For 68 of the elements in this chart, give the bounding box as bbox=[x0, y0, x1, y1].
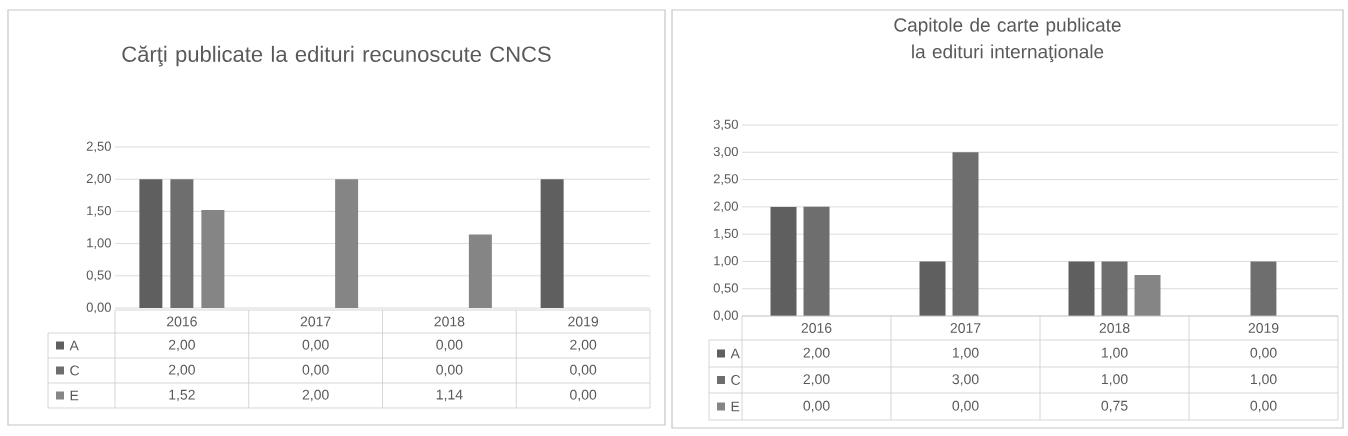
data-label: 2,00 bbox=[803, 347, 830, 360]
bar bbox=[919, 261, 946, 316]
bar bbox=[139, 179, 163, 308]
x-tick-label: 2019 bbox=[1248, 323, 1279, 333]
y-tick-label: 2,00 bbox=[86, 173, 111, 185]
chart-title: Capitole de carte publicate la edituri internaţionale bbox=[894, 17, 1121, 63]
data-label: 0,00 bbox=[302, 339, 329, 352]
bar bbox=[1134, 275, 1161, 316]
x-tick-label: 2018 bbox=[434, 316, 465, 327]
bar bbox=[952, 152, 979, 316]
data-label: 0,00 bbox=[570, 364, 597, 377]
chart-title: Cărţi publicate la edituri recunoscute CNCS bbox=[122, 45, 551, 67]
bar bbox=[335, 179, 359, 308]
x-tick-label: 2016 bbox=[167, 316, 197, 327]
data-label: 2,00 bbox=[302, 389, 329, 402]
bar bbox=[1068, 261, 1095, 316]
bar bbox=[803, 206, 830, 316]
data-label: 0,00 bbox=[436, 339, 463, 352]
data-label: 0,00 bbox=[1250, 347, 1277, 360]
bar bbox=[540, 179, 564, 308]
data-label: 0,00 bbox=[570, 389, 597, 402]
data-label: 2,00 bbox=[570, 339, 597, 352]
y-tick-label: 3,00 bbox=[713, 146, 738, 158]
data-label: 1,00 bbox=[1101, 347, 1128, 360]
y-tick-label: 2,50 bbox=[713, 174, 738, 185]
bar bbox=[1250, 261, 1277, 316]
legend-label: E bbox=[731, 401, 740, 412]
y-tick-label: 2,00 bbox=[713, 201, 738, 213]
data-label: 0,00 bbox=[436, 364, 463, 377]
data-label: 0,00 bbox=[1250, 400, 1277, 413]
y-tick-label: 1,00 bbox=[87, 238, 111, 249]
data-label: 0,00 bbox=[803, 400, 830, 413]
x-tick-label: 2016 bbox=[801, 323, 832, 333]
x-tick-label: 2017 bbox=[950, 323, 981, 333]
x-tick-label: 2017 bbox=[300, 316, 331, 327]
y-tick-label: 1,50 bbox=[714, 228, 738, 240]
data-label: 2,00 bbox=[168, 364, 195, 377]
y-tick-label: 2,50 bbox=[86, 141, 111, 153]
y-tick-label: 0,00 bbox=[86, 302, 111, 314]
bar bbox=[468, 234, 492, 308]
bar bbox=[1101, 261, 1128, 316]
y-tick-label: 0,50 bbox=[713, 283, 738, 295]
legend-label: A bbox=[730, 348, 740, 359]
y-tick-label: 0,00 bbox=[713, 310, 738, 322]
bar bbox=[170, 179, 194, 308]
legend-label: C bbox=[70, 365, 80, 376]
x-tick-label: 2018 bbox=[1099, 323, 1130, 333]
data-label: 1,52 bbox=[169, 389, 195, 402]
data-label: 2,00 bbox=[168, 339, 195, 352]
data-label: 1,00 bbox=[952, 347, 979, 360]
data-label: 1,00 bbox=[1101, 374, 1128, 386]
legend-label: C bbox=[731, 375, 741, 385]
x-tick-label: 2019 bbox=[568, 316, 599, 327]
data-label: 0,00 bbox=[952, 400, 979, 413]
y-tick-label: 3,50 bbox=[713, 119, 738, 131]
y-tick-label: 0,50 bbox=[86, 270, 111, 282]
data-label: 0,00 bbox=[302, 364, 329, 377]
data-label: 1,14 bbox=[436, 389, 463, 402]
bar bbox=[770, 206, 797, 316]
bar bbox=[201, 210, 225, 308]
legend-label: E bbox=[70, 390, 79, 401]
legend-label: A bbox=[69, 340, 79, 351]
data-label: 0,75 bbox=[1101, 400, 1128, 413]
data-label: 2,00 bbox=[803, 374, 830, 386]
data-label: 1,00 bbox=[1250, 374, 1277, 386]
y-tick-label: 1,00 bbox=[714, 256, 738, 267]
data-label: 3,00 bbox=[952, 374, 979, 386]
y-tick-label: 1,50 bbox=[87, 206, 111, 217]
